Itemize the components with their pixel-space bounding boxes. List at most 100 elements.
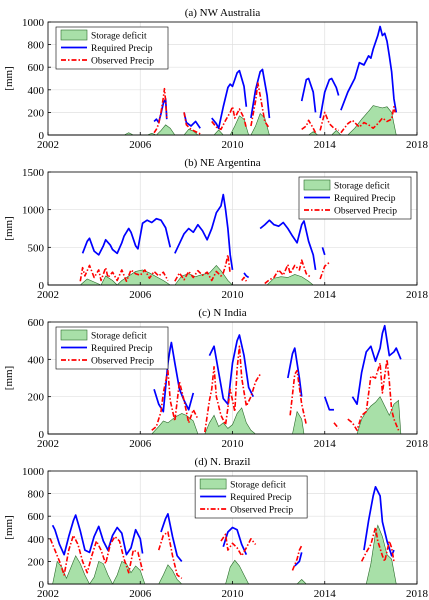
- y-tick-label: 0: [39, 130, 45, 142]
- observed-precip-line: [264, 259, 312, 285]
- observed-precip-line: [347, 358, 400, 432]
- observed-precip-line: [250, 82, 271, 129]
- required-precip-line: [174, 193, 234, 271]
- y-axis-label: [mm]: [3, 66, 15, 90]
- required-precip-line: [300, 77, 317, 113]
- y-tick-label: 400: [28, 85, 45, 97]
- observed-precip-line: [151, 369, 199, 431]
- plot-area: [123, 25, 398, 135]
- x-tick-label: 2018: [406, 588, 429, 600]
- legend-label: Storage deficit: [230, 480, 286, 491]
- required-precip-line: [340, 25, 398, 113]
- panel-title: (d) N. Brazil: [195, 456, 251, 468]
- y-tick-label: 1000: [22, 466, 45, 478]
- observed-precip-line: [211, 105, 248, 131]
- x-tick-label: 2010: [222, 588, 245, 600]
- panel-3: (c) N India 2002 2006 2010 2014 2018 0 200 400 60…: [3, 307, 429, 450]
- observed-precip-line: [220, 533, 257, 557]
- storage-deficit-area: [158, 564, 183, 584]
- panel-title: (a) NW Australia: [185, 7, 261, 19]
- required-precip-line: [351, 324, 402, 405]
- required-precip-line: [294, 552, 303, 567]
- panel-title: (b) NE Argentina: [184, 157, 260, 169]
- y-tick-label: 1500: [22, 167, 45, 179]
- required-precip-line: [81, 217, 172, 256]
- y-tick-label: 200: [28, 107, 45, 119]
- legend-swatch-storage: [303, 179, 331, 191]
- x-tick-label: 2010: [222, 139, 245, 151]
- legend-label: Storage deficit: [334, 181, 390, 192]
- legend-label: Storage deficit: [91, 31, 147, 42]
- y-axis-label: [mm]: [3, 366, 15, 390]
- observed-precip-line: [360, 526, 395, 563]
- y-tick-label: 1000: [22, 205, 45, 217]
- y-tick-label: 600: [28, 62, 45, 74]
- legend-label: Observed Precip: [334, 207, 397, 217]
- required-precip-line: [183, 112, 201, 129]
- x-tick-label: 2014: [314, 139, 337, 151]
- observed-precip-line: [157, 531, 183, 579]
- y-tick-label: 800: [28, 40, 45, 52]
- required-precip-line: [51, 514, 144, 556]
- y-tick-label: 0: [39, 579, 45, 591]
- legend: Storage deficit Required Precip Observed P…: [55, 26, 169, 70]
- observed-precip-line: [340, 105, 396, 134]
- legend-label: Observed Precip: [230, 506, 293, 516]
- legend-label: Storage deficit: [91, 331, 147, 342]
- storage-deficit-area: [296, 579, 307, 584]
- legend-label: Observed Precip: [91, 57, 154, 67]
- y-tick-label: 800: [28, 489, 45, 501]
- x-tick-label: 2006: [129, 438, 152, 450]
- y-tick-label: 0: [39, 280, 45, 292]
- legend-label: Observed Precip: [91, 357, 154, 367]
- storage-deficit-area: [266, 274, 314, 285]
- storage-deficit-area: [292, 410, 305, 434]
- legend-label: Required Precip: [230, 493, 292, 503]
- y-tick-label: 500: [28, 242, 45, 254]
- required-precip-line: [250, 68, 271, 119]
- observed-precip-line: [319, 261, 330, 280]
- legend-label: Required Precip: [91, 344, 153, 354]
- plot-area: [151, 324, 402, 434]
- panel-title: (c) N India: [198, 307, 246, 319]
- observed-precip-line: [301, 119, 317, 134]
- x-tick-label: 2018: [406, 289, 429, 301]
- legend: Storage deficit Required Precip Observed P…: [55, 326, 169, 370]
- observed-precip-line: [333, 422, 340, 429]
- y-tick-label: 200: [28, 556, 45, 568]
- storage-deficit-area: [204, 407, 257, 434]
- legend-label: Required Precip: [91, 44, 153, 54]
- y-tick-label: 400: [28, 534, 45, 546]
- x-tick-label: 2018: [406, 139, 429, 151]
- y-tick-label: 1000: [22, 17, 45, 29]
- storage-deficit-area: [52, 555, 146, 584]
- y-tick-label: 200: [28, 392, 45, 404]
- plot-area: [49, 485, 397, 584]
- y-axis-label: [mm]: [3, 515, 15, 539]
- storage-deficit-area: [225, 559, 249, 584]
- required-precip-line: [208, 334, 255, 405]
- x-tick-label: 2002: [37, 139, 59, 151]
- required-precip-line: [211, 69, 248, 130]
- x-tick-label: 2018: [406, 438, 429, 450]
- legend: Storage deficit Required Precip Observed P…: [194, 475, 308, 519]
- x-tick-label: 2014: [314, 438, 337, 450]
- observed-precip-line: [79, 264, 169, 283]
- observed-precip-line: [153, 87, 168, 134]
- observed-precip-line: [241, 276, 248, 282]
- legend-swatch-storage: [199, 478, 227, 490]
- observed-precip-line: [289, 369, 308, 425]
- plot-area: [79, 193, 330, 285]
- legend-label: Required Precip: [334, 194, 396, 204]
- required-precip-line: [160, 513, 183, 562]
- observed-precip-line: [183, 112, 201, 135]
- y-tick-label: 0: [39, 429, 45, 441]
- x-tick-label: 2014: [314, 588, 337, 600]
- legend-swatch-storage: [60, 29, 88, 41]
- panel-1: (a) NW Australia 2002 2006 2010 2014 2018 0 200…: [3, 7, 429, 151]
- x-tick-label: 2006: [129, 588, 152, 600]
- y-tick-label: 600: [28, 317, 45, 329]
- panel-2: (b) NE Argentina 2002 2006 2010 2014 2018 0 500…: [3, 157, 429, 301]
- x-tick-label: 2002: [37, 289, 59, 301]
